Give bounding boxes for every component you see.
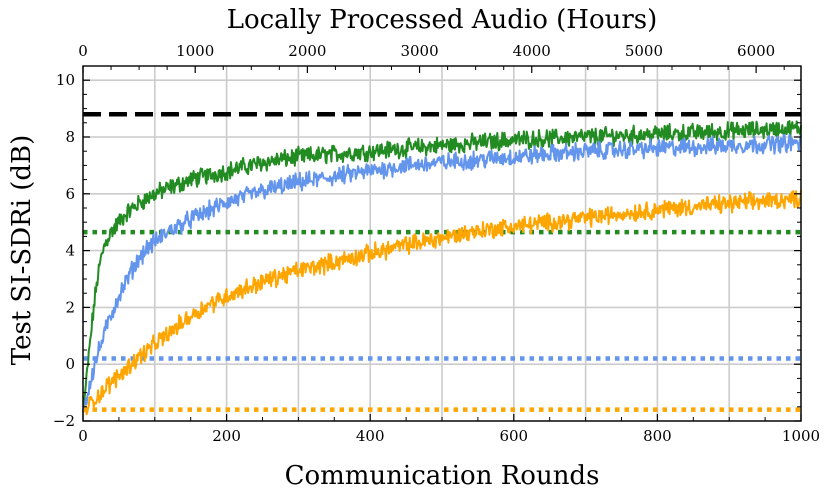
- series-line: [82, 190, 802, 416]
- x-tick-label: 200: [212, 427, 241, 445]
- x-tick-label: 0: [78, 427, 88, 445]
- reference-lines: [83, 112, 801, 412]
- x-axis-title: Communication Rounds: [285, 461, 600, 491]
- x-tick-label: 1000: [782, 427, 820, 445]
- top-x-tick-label: 2000: [288, 42, 326, 60]
- y-tick-label: 10: [56, 71, 75, 89]
- top-x-tick-label: 5000: [625, 42, 663, 60]
- y-tick-labels: −2 0 2 4 6 8 10: [53, 71, 75, 430]
- series-line: [82, 133, 802, 413]
- x-tick-label: 800: [643, 427, 672, 445]
- top-x-tick-label: 3000: [400, 42, 438, 60]
- top-x-tick-labels: 0 1000 2000 3000 4000 5000 6000: [78, 42, 775, 60]
- y-axis-title: Test SI-SDRi (dB): [7, 135, 37, 365]
- y-tick-label: 2: [65, 298, 75, 316]
- tick-marks: [82, 65, 802, 422]
- top-x-tick-label: 0: [78, 42, 88, 60]
- bottom-x-tick-labels: 0 200 400 600 800 1000: [78, 427, 820, 445]
- top-x-tick-label: 6000: [737, 42, 775, 60]
- top-x-tick-label: 4000: [513, 42, 551, 60]
- top-x-tick-label: 1000: [176, 42, 214, 60]
- y-tick-label: −2: [53, 412, 75, 430]
- top-x-axis-title: Locally Processed Audio (Hours): [227, 5, 658, 35]
- y-tick-label: 4: [65, 242, 75, 260]
- grid-layer: [82, 66, 802, 422]
- x-tick-label: 400: [356, 427, 385, 445]
- y-tick-label: 8: [65, 128, 75, 146]
- series-line: [82, 120, 802, 413]
- y-tick-label: 6: [65, 185, 75, 203]
- series-layer: [82, 120, 802, 416]
- y-tick-label: 0: [65, 355, 75, 373]
- x-tick-label: 600: [499, 427, 528, 445]
